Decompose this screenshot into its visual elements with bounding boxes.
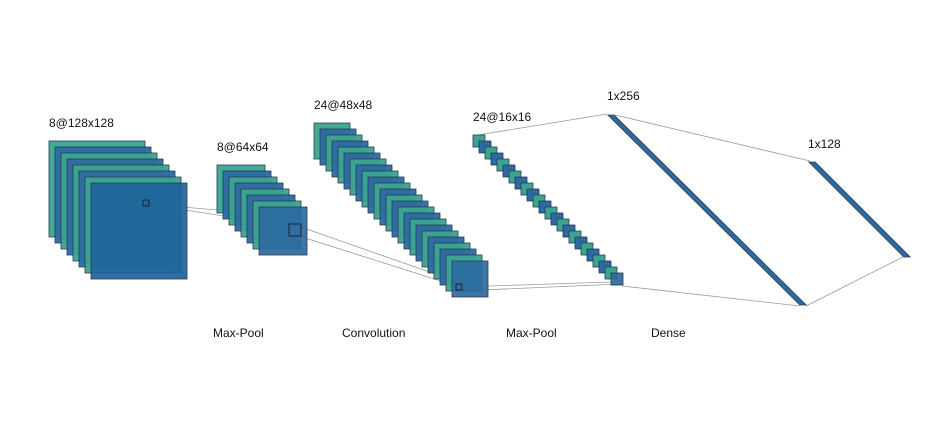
layer-label-pool2: 24@16x16 [473,110,532,124]
feature-map-stack-4 [472,134,624,286]
layer-label-input: 8@128x128 [49,116,114,130]
operation-label-maxpool-2: Max-Pool [506,326,557,340]
kernel-marker-pool1 [288,223,302,237]
connector-line [614,114,811,162]
connector-line [805,256,904,307]
layer-label-pool1: 8@64x64 [217,140,269,154]
layer-stacks [48,122,624,298]
feature-map-stack-3 [313,122,489,298]
layer-label-conv: 24@48x48 [314,98,373,112]
kernel-marker-input [142,199,150,207]
kernel-marker-conv [455,283,463,291]
connector-line [477,113,608,136]
dense-layer-128 [807,161,912,258]
connector-line [301,236,467,290]
connector-line [621,285,801,307]
kernel-markers [142,199,463,291]
feature-map-stack-2 [216,164,308,256]
feature-map-stack-1 [48,140,188,280]
layer-label-dense1: 1x256 [607,89,640,103]
layer-label-dense2: 1x128 [808,137,841,151]
feature-map [610,272,624,286]
operation-label-maxpool-1: Max-Pool [213,326,264,340]
operation-label-convolution: Convolution [342,326,405,340]
dense-layer-256 [606,114,808,306]
dense-layers [606,114,912,306]
feature-map [451,260,489,298]
feature-map [258,206,308,256]
feature-map [90,182,188,280]
operation-label-dense: Dense [651,326,686,340]
